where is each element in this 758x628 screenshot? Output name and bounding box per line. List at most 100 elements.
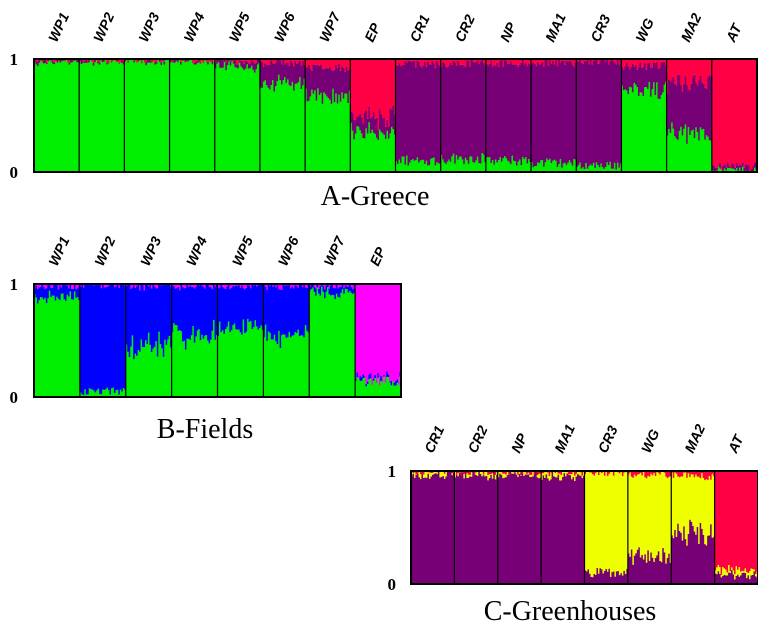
ancestry-bar-segment bbox=[645, 69, 648, 88]
ancestry-bar-segment bbox=[302, 60, 305, 86]
ancestry-bar-segment bbox=[735, 168, 738, 172]
ancestry-bar-segment bbox=[573, 159, 576, 172]
ancestry-bar-segment bbox=[351, 112, 354, 131]
ancestry-bar-segment bbox=[251, 284, 254, 329]
ancestry-bar-segment bbox=[71, 60, 74, 63]
ancestry-bar-segment bbox=[153, 286, 156, 347]
ancestry-bar-segment bbox=[433, 157, 436, 172]
ancestry-bar-segment bbox=[258, 327, 261, 397]
ancestry-bar-segment bbox=[656, 61, 658, 83]
ancestry-bar-segment bbox=[446, 161, 449, 172]
ancestry-bar-segment bbox=[608, 473, 611, 569]
ancestry-bar-segment bbox=[528, 159, 530, 172]
ancestry-bar-segment bbox=[397, 59, 399, 66]
ancestry-bar-segment bbox=[565, 60, 568, 165]
ancestry-bar-segment bbox=[511, 64, 514, 156]
ancestry-bar-segment bbox=[687, 473, 690, 534]
ancestry-bar-segment bbox=[530, 474, 533, 478]
ancestry-bar-segment bbox=[371, 384, 374, 397]
ancestry-bar-segment bbox=[536, 475, 539, 478]
ancestry-bar-segment bbox=[624, 574, 627, 584]
ancestry-bar-segment bbox=[293, 90, 295, 172]
ancestry-bar-segment bbox=[335, 93, 338, 172]
ancestry-bar-segment bbox=[279, 348, 282, 397]
ancestry-bar-segment bbox=[695, 83, 698, 128]
ancestry-bar-segment bbox=[297, 59, 300, 63]
ancestry-bar-segment bbox=[416, 471, 419, 474]
ancestry-bar-segment bbox=[642, 66, 645, 96]
ancestry-bar-segment bbox=[79, 61, 82, 172]
ancestry-bar-segment bbox=[390, 284, 393, 381]
ancestry-bar-segment bbox=[241, 61, 244, 69]
ancestry-bar-segment bbox=[383, 284, 386, 376]
ancestry-bar-segment bbox=[267, 284, 270, 332]
ancestry-bar-segment bbox=[217, 336, 220, 397]
ancestry-bar-segment bbox=[263, 337, 266, 397]
ancestry-bar-segment bbox=[94, 59, 97, 63]
ancestry-bar-segment bbox=[362, 138, 365, 172]
ancestry-bar-segment bbox=[647, 63, 649, 89]
ancestry-bar-segment bbox=[443, 473, 446, 479]
ancestry-bar-segment bbox=[585, 162, 588, 172]
ancestry-bar-segment bbox=[684, 59, 687, 77]
ancestry-bar-segment bbox=[475, 160, 478, 172]
ancestry-bar-segment bbox=[705, 88, 708, 136]
ancestry-bar-segment bbox=[41, 284, 44, 298]
ancestry-bar-segment bbox=[753, 162, 756, 168]
ancestry-bar-segment bbox=[287, 285, 289, 338]
ancestry-bar-segment bbox=[303, 337, 306, 397]
ancestry-bar-segment bbox=[651, 67, 654, 90]
ancestry-bar-segment bbox=[723, 471, 726, 569]
ancestry-bar-segment bbox=[372, 380, 375, 397]
ancestry-bar-segment bbox=[250, 60, 253, 66]
ancestry-bar-segment bbox=[273, 284, 276, 335]
ancestry-bar-segment bbox=[547, 59, 550, 66]
ancestry-bar-segment bbox=[73, 60, 76, 172]
ancestry-bar-segment bbox=[497, 66, 500, 161]
population-group-ep bbox=[355, 284, 402, 397]
ancestry-bar-segment bbox=[701, 129, 704, 172]
ancestry-bar-segment bbox=[722, 471, 724, 567]
ancestry-bar-segment bbox=[636, 474, 639, 550]
ancestry-bar-segment bbox=[556, 59, 559, 67]
ancestry-bar-segment bbox=[716, 59, 719, 168]
ancestry-bar-segment bbox=[693, 477, 696, 532]
ancestry-bar-segment bbox=[406, 155, 408, 172]
ancestry-bar-segment bbox=[262, 59, 265, 67]
ancestry-bar-segment bbox=[741, 166, 744, 172]
ancestry-bar-segment bbox=[202, 338, 205, 397]
ancestry-bar-segment bbox=[250, 284, 252, 289]
ancestry-bar-segment bbox=[571, 471, 573, 475]
ancestry-bar-segment bbox=[595, 162, 598, 172]
ancestry-bar-segment bbox=[611, 572, 614, 584]
ancestry-bar-segment bbox=[612, 471, 615, 476]
ancestry-bar-segment bbox=[629, 556, 632, 584]
ancestry-bar-segment bbox=[168, 335, 171, 397]
ancestry-bar-segment bbox=[728, 572, 730, 584]
ancestry-bar-segment bbox=[173, 323, 175, 397]
ancestry-bar-segment bbox=[714, 573, 717, 584]
ancestry-bar-segment bbox=[487, 475, 490, 481]
ancestry-bar-segment bbox=[231, 59, 234, 62]
ancestry-bar-segment bbox=[228, 61, 231, 173]
population-label-wp4: WP4 bbox=[180, 10, 207, 44]
ancestry-bar-segment bbox=[557, 473, 560, 475]
ancestry-bar-segment bbox=[118, 63, 121, 173]
ancestry-bar-segment bbox=[538, 59, 541, 65]
ancestry-bar-segment bbox=[180, 331, 183, 397]
ancestry-bar-segment bbox=[299, 59, 302, 62]
ancestry-bar-segment bbox=[381, 382, 384, 397]
ancestry-bar-segment bbox=[244, 284, 247, 290]
ancestry-bar-segment bbox=[386, 376, 389, 397]
ancestry-bar-segment bbox=[312, 287, 315, 397]
ancestry-bar-segment bbox=[571, 474, 573, 480]
ancestry-bar-segment bbox=[347, 284, 350, 287]
ancestry-bar-segment bbox=[636, 59, 639, 70]
ancestry-bar-segment bbox=[659, 99, 661, 172]
ancestry-bar-segment bbox=[747, 573, 750, 576]
ancestry-bar-segment bbox=[179, 290, 181, 331]
ancestry-bar-segment bbox=[681, 540, 684, 584]
ancestry-bar-segment bbox=[638, 59, 640, 68]
ancestry-bar-segment bbox=[358, 378, 360, 397]
ancestry-bar-segment bbox=[560, 471, 563, 476]
